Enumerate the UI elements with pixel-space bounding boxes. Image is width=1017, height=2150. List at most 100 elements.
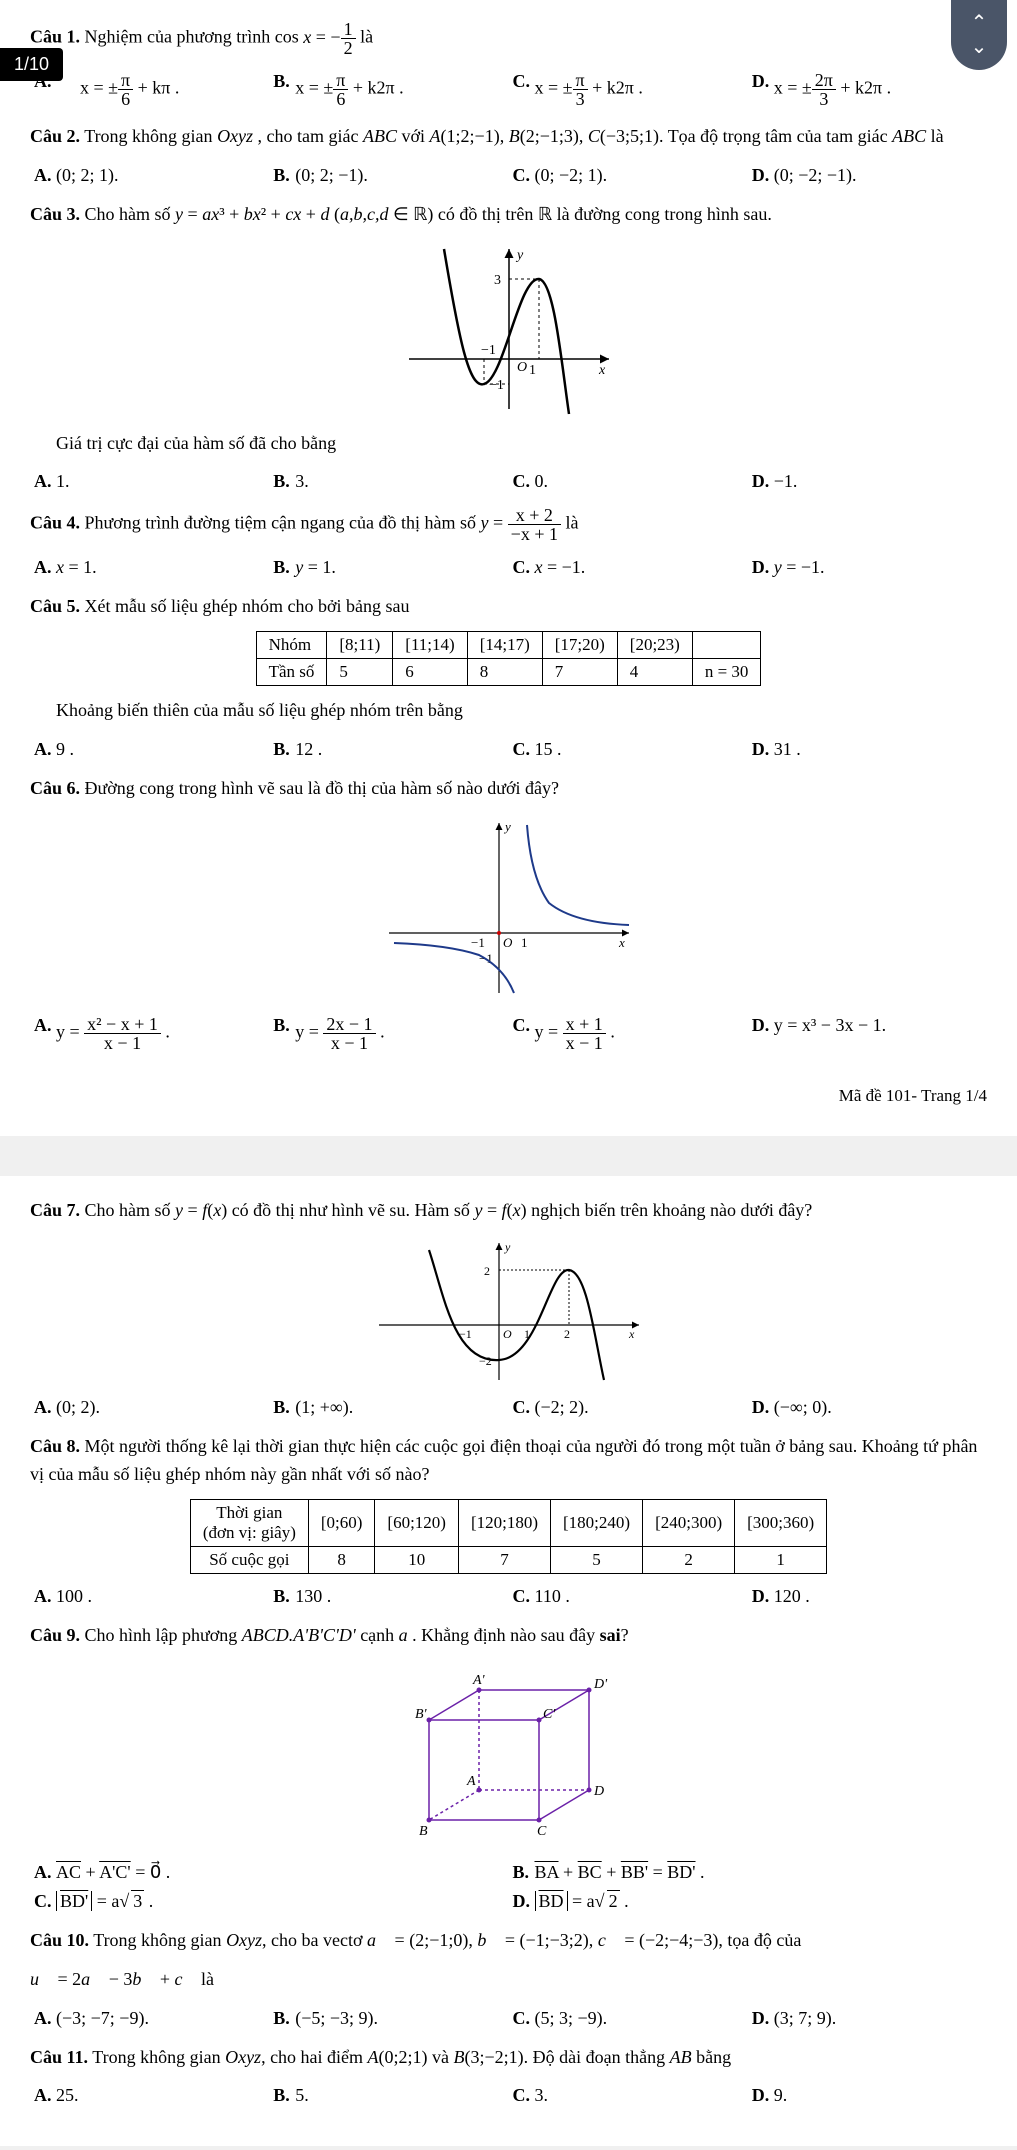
q6-optC[interactable]: y = x + 1x − 1 .: [509, 1011, 748, 1056]
page-footer: Mã đề 101- Trang 1/4: [30, 1086, 987, 1106]
q2-text: Trong không gian Oxyz , cho tam giác ABC…: [84, 126, 943, 146]
q9-optA[interactable]: AC + A'C' = 0⃗ .: [30, 1858, 509, 1887]
q9-optD[interactable]: BD = a2 .: [509, 1887, 988, 1916]
q9-optC[interactable]: BD' = a3 .: [30, 1887, 509, 1916]
q2-optC[interactable]: (0; −2; 1).: [509, 161, 748, 190]
q2-options: (0; 2; 1). (0; 2; −1). (0; −2; 1). (0; −…: [30, 161, 987, 190]
q10-text: Trong không gian Oxyz, cho ba vectơ a⃗ =…: [93, 1930, 801, 1950]
q3-text: Cho hàm số y = ax³ + bx² + cx + d (a,b,c…: [85, 204, 772, 224]
q2-optD[interactable]: (0; −2; −1).: [748, 161, 987, 190]
svg-text:y: y: [504, 1240, 511, 1254]
q8-optD[interactable]: 120 .: [748, 1582, 987, 1611]
svg-text:A': A': [472, 1673, 486, 1688]
q3-options: 1. 3. 0. −1.: [30, 467, 987, 496]
q6-optB[interactable]: y = 2x − 1x − 1 .: [269, 1011, 508, 1056]
q4-options: x = 1. y = 1. x = −1. y = −1.: [30, 553, 987, 582]
q8-th1: Thời gian(đơn vị: giây): [190, 1500, 308, 1547]
q1-optD[interactable]: x = ±2π3 + k2π .: [748, 67, 987, 112]
q1-optA[interactable]: x = ±π6 + kπ .: [30, 67, 269, 112]
q9-options: AC + A'C' = 0⃗ . BA + BC + BB' = BD' . B…: [30, 1858, 987, 1916]
q6-optA[interactable]: y = x² − x + 1x − 1 .: [30, 1011, 269, 1056]
question-3: Câu 3. Cho hàm số y = ax³ + bx² + cx + d…: [30, 200, 987, 229]
q3-optA[interactable]: 1.: [30, 467, 269, 496]
page-1: 1/10 ⌃ ⌄ Câu 1. Nghiệm của phương trình …: [0, 0, 1017, 1136]
q4-optC[interactable]: x = −1.: [509, 553, 748, 582]
question-5: Câu 5. Xét mẫu số liệu ghép nhóm cho bởi…: [30, 592, 987, 621]
q5-optA[interactable]: 9 .: [30, 735, 269, 764]
q5-th1: Nhóm: [256, 632, 327, 659]
q4-optD[interactable]: y = −1.: [748, 553, 987, 582]
q11-title: Câu 11.: [30, 2047, 88, 2067]
q2-optB[interactable]: (0; 2; −1).: [269, 161, 508, 190]
svg-text:O: O: [503, 1327, 512, 1341]
q6-chart: O x y −1 −1 1: [30, 813, 987, 1003]
q3-sub: Giá trị cực đại của hàm số đã cho bằng: [30, 429, 987, 458]
chevron-up-icon: ⌃: [971, 13, 988, 33]
q4-title: Câu 4.: [30, 513, 80, 533]
svg-text:x: x: [618, 935, 625, 950]
svg-text:B: B: [419, 1824, 428, 1839]
q4-optA[interactable]: x = 1.: [30, 553, 269, 582]
q11-optB[interactable]: 5.: [269, 2081, 508, 2110]
q6-options: y = x² − x + 1x − 1 . y = 2x − 1x − 1 . …: [30, 1011, 987, 1056]
svg-text:O: O: [503, 935, 513, 950]
svg-text:2: 2: [484, 1264, 490, 1278]
q3-optD[interactable]: −1.: [748, 467, 987, 496]
svg-text:y: y: [503, 819, 511, 834]
q5-optB[interactable]: 12 .: [269, 735, 508, 764]
q1-eq: x = −12: [303, 27, 355, 47]
q3-optC[interactable]: 0.: [509, 467, 748, 496]
q11-optA[interactable]: 25.: [30, 2081, 269, 2110]
q5-text: Xét mẫu số liệu ghép nhóm cho bởi bảng s…: [85, 596, 410, 616]
q11-options: 25. 5. 3. 9.: [30, 2081, 987, 2110]
q3-optB[interactable]: 3.: [269, 467, 508, 496]
q6-text: Đường cong trong hình vẽ sau là đồ thị c…: [85, 778, 559, 798]
chevron-down-icon: ⌄: [971, 37, 988, 57]
svg-text:B': B': [415, 1707, 428, 1722]
svg-text:1: 1: [521, 935, 528, 950]
q7-chart: O x y 2 −2 −1 1 2: [30, 1235, 987, 1385]
q8-optC[interactable]: 110 .: [509, 1582, 748, 1611]
q11-optD[interactable]: 9.: [748, 2081, 987, 2110]
question-1: Câu 1. Nghiệm của phương trình cos x = −…: [30, 20, 987, 57]
q7-optB[interactable]: (1; +∞).: [269, 1393, 508, 1422]
q1-optB[interactable]: x = ±π6 + k2π .: [269, 67, 508, 112]
question-9: Câu 9. Cho hình lập phương ABCD.A'B'C'D'…: [30, 1621, 987, 1650]
q10-optC[interactable]: (5; 3; −9).: [509, 2004, 748, 2033]
q7-optD[interactable]: (−∞; 0).: [748, 1393, 987, 1422]
q9-text: Cho hình lập phương ABCD.A'B'C'D' cạnh a…: [85, 1625, 629, 1645]
q7-optA[interactable]: (0; 2).: [30, 1393, 269, 1422]
q4-optB[interactable]: y = 1.: [269, 553, 508, 582]
q10-optD[interactable]: (3; 7; 9).: [748, 2004, 987, 2033]
q5-optD[interactable]: 31 .: [748, 735, 987, 764]
svg-text:x: x: [598, 363, 606, 378]
q1-optC[interactable]: x = ±π3 + k2π .: [509, 67, 748, 112]
q2-optA[interactable]: (0; 2; 1).: [30, 161, 269, 190]
q8-optA[interactable]: 100 .: [30, 1582, 269, 1611]
question-11: Câu 11. Trong không gian Oxyz, cho hai đ…: [30, 2043, 987, 2072]
question-4: Câu 4. Phương trình đường tiệm cận ngang…: [30, 506, 987, 543]
q5-optC[interactable]: 15 .: [509, 735, 748, 764]
svg-text:A: A: [466, 1774, 476, 1789]
svg-text:D': D': [593, 1677, 608, 1692]
q10-optB[interactable]: (−5; −3; 9).: [269, 2004, 508, 2033]
q7-options: (0; 2). (1; +∞). (−2; 2). (−∞; 0).: [30, 1393, 987, 1422]
q10-title: Câu 10.: [30, 1930, 89, 1950]
q5-sub: Khoảng biến thiên của mẫu số liệu ghép n…: [30, 696, 987, 725]
q2-title: Câu 2.: [30, 126, 80, 146]
question-7: Câu 7. Cho hàm số y = f(x) có đồ thị như…: [30, 1196, 987, 1225]
q7-optC[interactable]: (−2; 2).: [509, 1393, 748, 1422]
q10-optA[interactable]: (−3; −7; −9).: [30, 2004, 269, 2033]
svg-text:−1: −1: [471, 935, 485, 950]
svg-text:x: x: [628, 1327, 635, 1341]
q8-options: 100 . 130 . 110 . 120 .: [30, 1582, 987, 1611]
q6-optD[interactable]: y = x³ − 3x − 1.: [748, 1011, 987, 1056]
q4-text: Phương trình đường tiệm cận ngang của đồ…: [85, 513, 477, 533]
q8-optB[interactable]: 130 .: [269, 1582, 508, 1611]
svg-text:C: C: [537, 1824, 547, 1839]
nav-button[interactable]: ⌃ ⌄: [951, 0, 1007, 70]
svg-text:1: 1: [529, 363, 536, 378]
q6-title: Câu 6.: [30, 778, 80, 798]
q9-optB[interactable]: BA + BC + BB' = BD' .: [509, 1858, 988, 1887]
q11-optC[interactable]: 3.: [509, 2081, 748, 2110]
